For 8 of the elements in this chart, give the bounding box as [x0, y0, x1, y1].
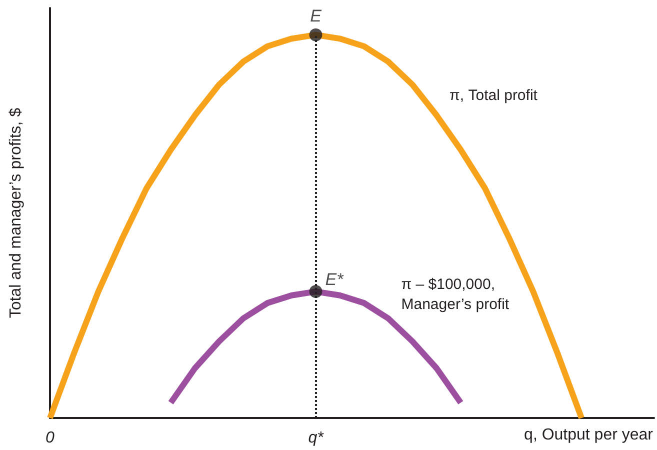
annotation: E*	[325, 270, 345, 290]
annotation: E	[310, 6, 322, 26]
x-tick-label: q*	[308, 430, 324, 446]
x-axis-title: q, Output per year	[524, 426, 654, 444]
x-tick-label: 0	[46, 430, 55, 446]
series-label: π, Total profit	[450, 86, 538, 104]
y-axis-title: Total and manager’s profits, $	[8, 108, 24, 318]
series-label: π – $100,000, Manager’s profit	[401, 276, 510, 313]
